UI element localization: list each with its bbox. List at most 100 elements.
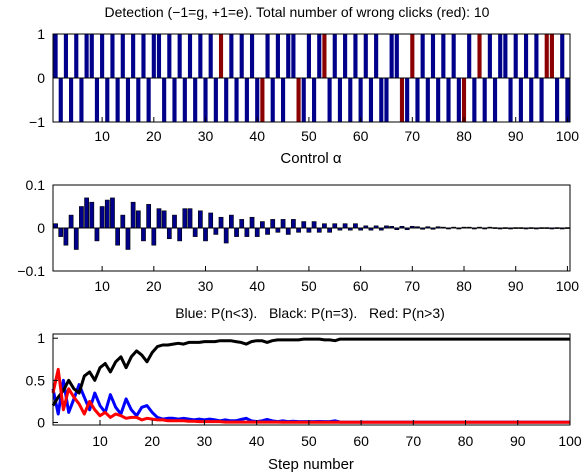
wrong-click-bar (399, 78, 405, 122)
detection-bar (492, 78, 498, 122)
value-bar (104, 199, 110, 229)
detection-bar (430, 34, 436, 78)
value-bar (94, 227, 100, 242)
detection-bar (198, 34, 203, 78)
detection-bar (374, 34, 379, 78)
detection-bar (115, 78, 120, 122)
x-tick-label: 60 (353, 278, 369, 294)
y-tick-label: −0.1 (17, 263, 45, 279)
probability-series-line (51, 367, 570, 424)
detection-bar (162, 78, 167, 122)
detection-bar (249, 34, 255, 78)
x-tick-label: 100 (558, 433, 582, 449)
panel1-x-axis: 10 20 30 40 50 60 70 80 90 100 (94, 117, 579, 144)
x-tick-label: 60 (353, 128, 369, 144)
detection-bar (353, 34, 358, 78)
detection-bar (332, 34, 337, 78)
detection-bar (337, 78, 343, 122)
value-bar (244, 227, 250, 237)
value-bar (223, 227, 229, 244)
x-tick-label: 10 (94, 128, 110, 144)
value-bar (239, 219, 245, 229)
detection-bar (513, 34, 518, 78)
y-tick-label: 0.5 (26, 372, 46, 388)
wrong-click-bar (322, 34, 327, 78)
detection-bar (405, 78, 410, 122)
value-bar (234, 227, 239, 237)
detection-bar (187, 34, 193, 78)
detection-bar (560, 34, 565, 78)
detection-bar (255, 78, 260, 122)
detection-bar (58, 78, 63, 122)
detection-bar (125, 78, 131, 122)
value-bar (120, 214, 126, 229)
value-bar (192, 227, 198, 237)
y-tick-label: 1 (37, 26, 45, 42)
x-tick-label: 40 (249, 433, 265, 449)
x-tick-label: 80 (456, 278, 472, 294)
detection-bar (327, 78, 332, 122)
value-bar (63, 227, 69, 246)
panel1-y-axis: −1 0 1 (29, 26, 58, 130)
value-bar (311, 221, 317, 229)
value-bar (285, 227, 291, 235)
value-bar (301, 221, 307, 229)
panel3-lines (51, 337, 570, 424)
detection-bar (301, 78, 306, 122)
value-bar (73, 227, 79, 250)
detection-bar (529, 78, 534, 122)
x-tick-label: 90 (508, 128, 524, 144)
wrong-click-bar (544, 34, 549, 78)
panel3-xlabel: Step number (268, 456, 354, 473)
panel1-title: Detection (−1=g, +1=e). Total number of … (105, 4, 490, 20)
x-tick-label: 70 (405, 128, 421, 144)
detection-bar (53, 34, 58, 78)
value-bar (146, 204, 152, 229)
detection-bar (105, 78, 110, 122)
detection-bar (425, 78, 430, 122)
detection-bar (270, 78, 275, 122)
x-tick-label: 30 (198, 278, 214, 294)
detection-bar (224, 78, 229, 122)
detection-bar (265, 34, 270, 78)
detection-bar (482, 78, 487, 122)
detection-bar (363, 34, 368, 78)
value-bar (141, 227, 146, 242)
value-bar (166, 227, 172, 240)
detection-bar (348, 78, 353, 122)
value-bar (58, 227, 64, 237)
detection-bar (69, 78, 74, 122)
value-bar (280, 219, 286, 229)
detection-bar (456, 78, 461, 122)
wrong-click-bar (549, 34, 554, 78)
detection-bar (291, 34, 296, 78)
value-bar (228, 214, 234, 229)
detection-bar (234, 78, 239, 122)
detection-bar (63, 34, 68, 78)
value-bar (110, 197, 115, 229)
detection-bar (100, 34, 105, 78)
x-tick-label: 10 (92, 433, 108, 449)
x-tick-label: 90 (510, 433, 526, 449)
detection-bar (446, 78, 451, 122)
x-tick-label: 20 (146, 128, 162, 144)
x-tick-label: 100 (556, 128, 580, 144)
value-bar (53, 223, 58, 229)
detection-bar (156, 34, 162, 78)
detection-bar (555, 78, 560, 122)
y-tick-label: 0 (37, 414, 45, 430)
value-bar (275, 227, 281, 233)
detection-bar (472, 78, 477, 122)
value-bar (99, 206, 105, 229)
x-tick-label: 30 (197, 433, 213, 449)
detection-bar (394, 34, 399, 78)
panel1-xlabel: Control α (280, 150, 342, 167)
detection-bar (565, 78, 570, 122)
x-tick-label: 40 (249, 278, 265, 294)
detection-bar (523, 34, 529, 78)
value-bar (151, 227, 157, 246)
detection-bar (167, 34, 172, 78)
x-tick-label: 50 (301, 128, 317, 144)
y-tick-label: 0 (37, 70, 45, 86)
